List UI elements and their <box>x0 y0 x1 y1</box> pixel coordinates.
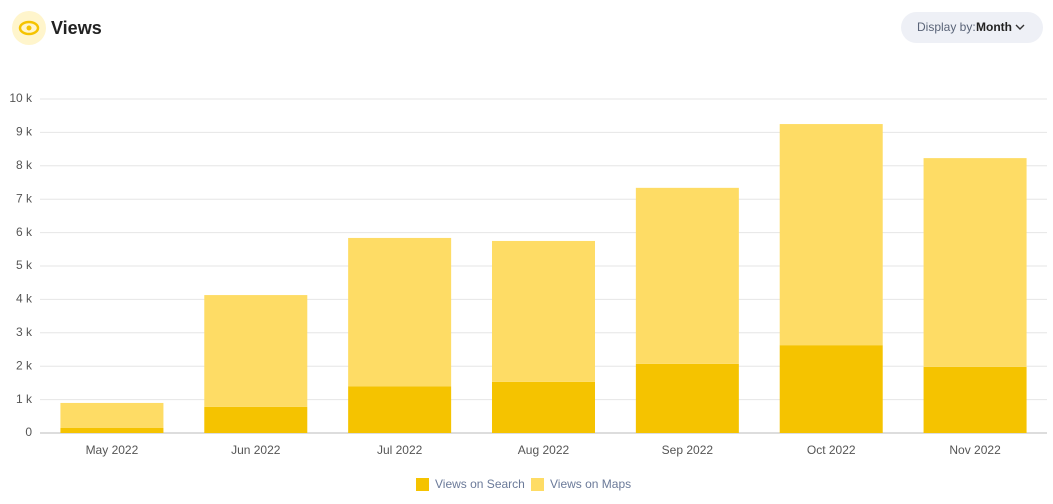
bar-segment <box>204 295 308 407</box>
x-tick-label: Aug 2022 <box>518 443 570 457</box>
chevron <box>1015 24 1025 30</box>
title: Views <box>51 18 102 38</box>
x-tick-label: May 2022 <box>86 443 139 457</box>
y-tick-label: 0 <box>25 425 32 439</box>
bar-segment <box>635 187 739 364</box>
y-tick-label: 4 k <box>16 292 33 306</box>
y-tick-label: 2 k <box>16 358 33 372</box>
bar-segment <box>779 345 883 433</box>
y-tick-label: 6 k <box>16 225 33 239</box>
y-tick-label: 10 k <box>9 91 33 105</box>
x-tick-label: Oct 2022 <box>807 443 856 457</box>
bar-segment <box>60 402 164 428</box>
bar-segment <box>923 366 1027 433</box>
display-value[interactable]: Month <box>976 20 1012 34</box>
bar-segment <box>635 363 739 433</box>
y-tick-label: 1 k <box>16 392 33 406</box>
bar-segment <box>348 237 452 387</box>
legend-label[interactable]: Views on Maps <box>550 477 631 491</box>
legend-swatch[interactable] <box>416 478 429 491</box>
y-tick-label: 3 k <box>16 325 33 339</box>
x-tick-label: Nov 2022 <box>949 443 1001 457</box>
bar-segment <box>348 386 452 433</box>
bar-segment <box>60 427 164 433</box>
eye-icon <box>18 20 40 36</box>
y-tick-label: 5 k <box>16 258 33 272</box>
display-label: Display by: <box>917 20 976 34</box>
bar-segment <box>923 158 1027 367</box>
eye-pupil <box>26 25 32 31</box>
display-button[interactable] <box>901 12 1043 43</box>
x-tick-label: Jun 2022 <box>231 443 281 457</box>
y-tick-label: 9 k <box>16 125 33 139</box>
y-tick-label: 8 k <box>16 158 33 172</box>
bar-segment <box>492 381 595 433</box>
legend-label[interactable]: Views on Search <box>435 477 525 491</box>
y-tick-label: 7 k <box>16 191 33 205</box>
bar-segment <box>204 406 308 433</box>
bar-segment <box>492 240 595 382</box>
x-tick-label: Jul 2022 <box>377 443 423 457</box>
bar-segment <box>779 124 883 346</box>
x-tick-label: Sep 2022 <box>662 443 714 457</box>
legend-swatch[interactable] <box>531 478 544 491</box>
